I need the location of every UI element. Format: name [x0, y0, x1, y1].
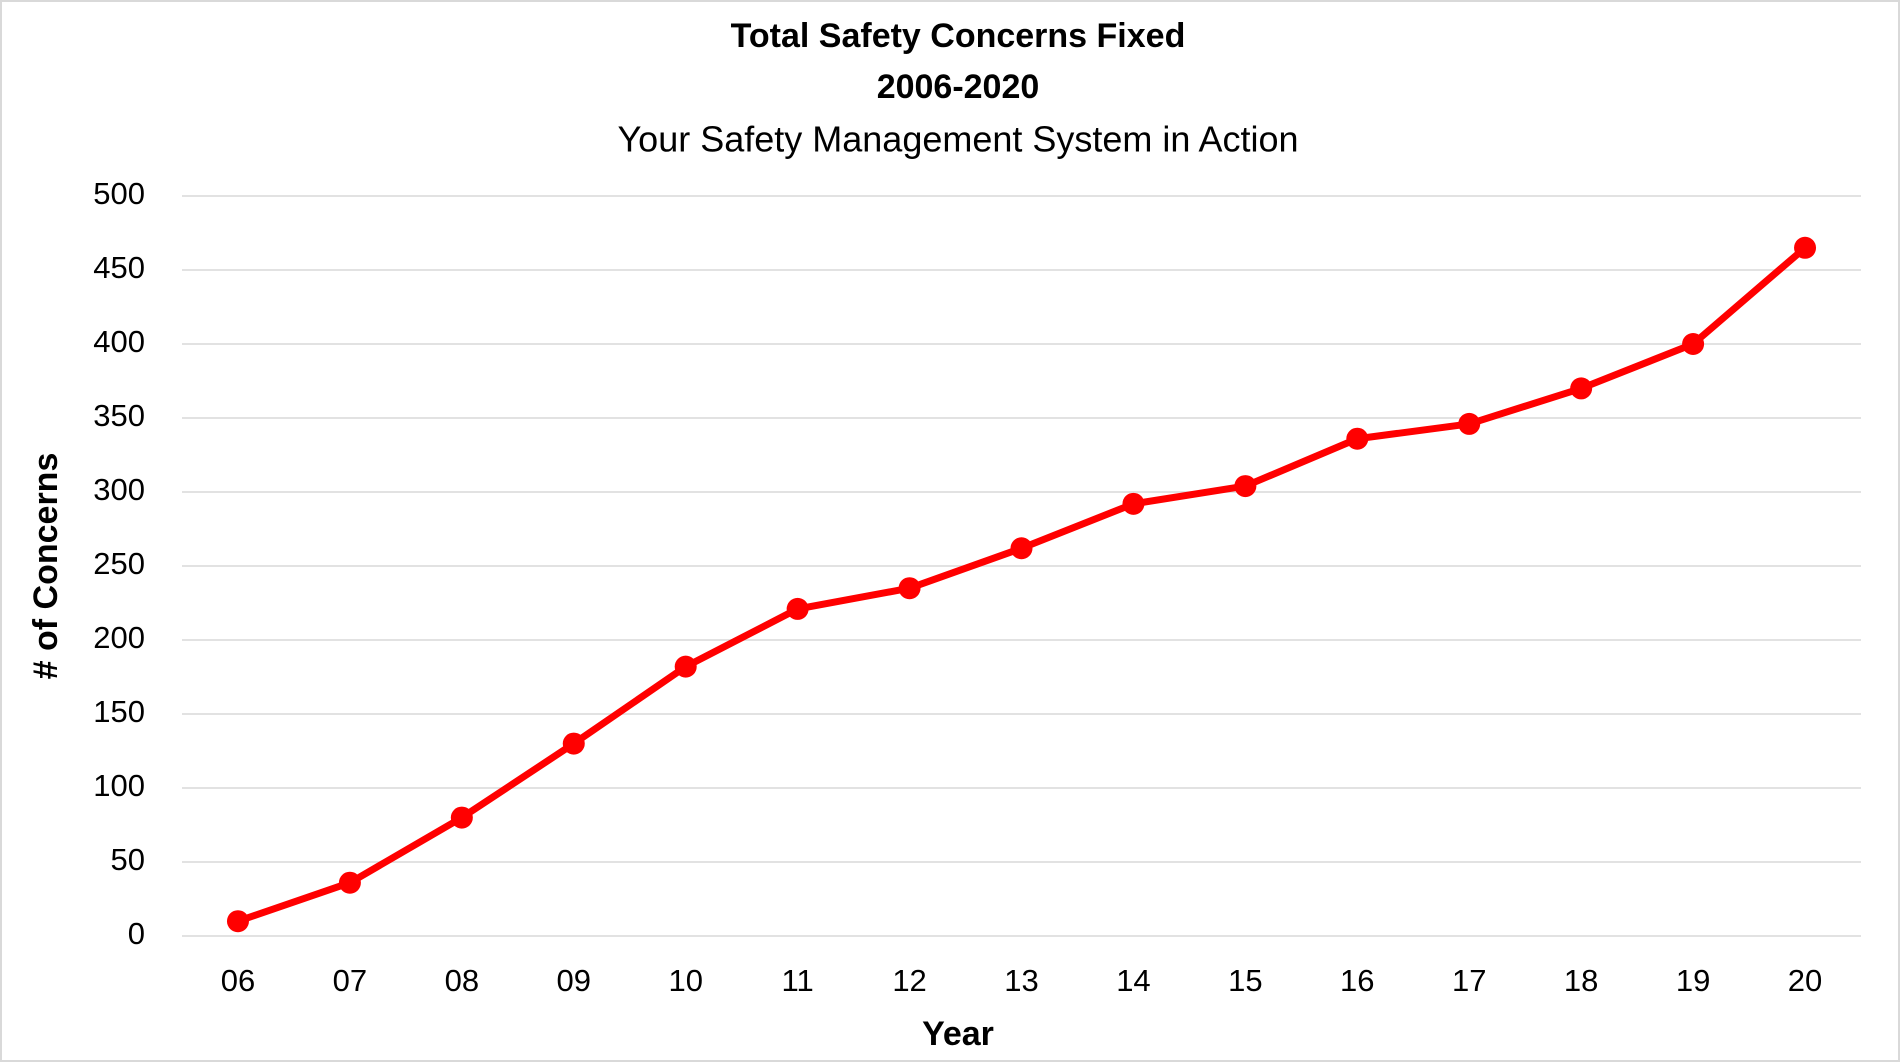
y-axis-label: # of Concerns	[27, 453, 65, 680]
y-tick-label: 300	[93, 472, 145, 507]
x-tick-label: 19	[1676, 963, 1710, 998]
x-tick-label: 08	[445, 963, 479, 998]
x-tick-label: 12	[892, 963, 926, 998]
marker	[1570, 377, 1593, 400]
marker	[226, 910, 249, 933]
marker	[1010, 537, 1033, 560]
x-tick-label: 13	[1004, 963, 1038, 998]
marker	[1346, 427, 1369, 450]
x-tick-label: 18	[1564, 963, 1598, 998]
y-tick-label: 50	[111, 842, 145, 877]
marker	[786, 597, 809, 620]
x-axis-label: Year	[922, 1015, 994, 1053]
marker	[1794, 236, 1817, 259]
x-tick-label: 07	[333, 963, 367, 998]
x-tick-label: 14	[1116, 963, 1150, 998]
marker	[1122, 492, 1145, 515]
x-tick-label: 17	[1452, 963, 1486, 998]
x-tick-label: 10	[668, 963, 702, 998]
x-tick-label: 11	[782, 963, 814, 998]
marker	[674, 655, 697, 678]
y-tick-label: 200	[93, 620, 145, 655]
y-tick-label: 350	[93, 398, 145, 433]
marker	[562, 732, 585, 755]
marker	[898, 577, 921, 600]
x-tick-label: 20	[1788, 963, 1822, 998]
marker	[338, 871, 361, 894]
chart-subtitle: Your Safety Management System in Action	[617, 119, 1298, 160]
y-tick-label: 450	[93, 250, 145, 285]
y-tick-label: 100	[93, 768, 145, 803]
x-tick-label: 09	[557, 963, 591, 998]
y-tick-label: 0	[128, 916, 145, 951]
y-tick-label: 150	[93, 694, 145, 729]
chart-title: Total Safety Concerns Fixed	[731, 17, 1186, 55]
marker	[1682, 333, 1705, 355]
marker	[1458, 412, 1481, 435]
y-tick-label: 400	[93, 324, 145, 359]
x-tick-label: 15	[1228, 963, 1262, 998]
y-tick-label: 250	[93, 546, 145, 581]
marker	[1234, 475, 1257, 498]
marker	[450, 806, 473, 829]
x-tick-label: 06	[221, 963, 255, 998]
chart-title: 2006-2020	[877, 68, 1040, 106]
y-tick-label: 500	[93, 176, 145, 211]
x-tick-label: 16	[1340, 963, 1374, 998]
